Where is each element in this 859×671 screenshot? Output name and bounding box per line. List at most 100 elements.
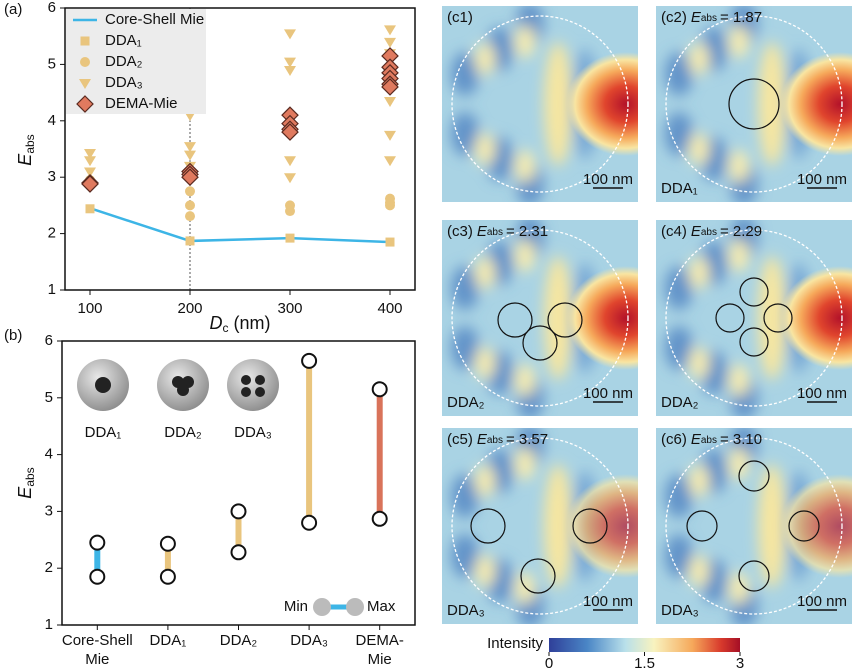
method-label: DDA₂ xyxy=(661,394,699,411)
core-outline xyxy=(738,560,770,592)
max-marker xyxy=(371,381,388,398)
panel-label: (c2) Eabs = 1.87 xyxy=(661,9,762,26)
symbol-sub: abs xyxy=(487,227,503,238)
square-marker xyxy=(385,237,395,247)
field-lobe xyxy=(515,364,535,396)
legend-label: DEMA-Mie xyxy=(105,95,178,112)
triangle-marker xyxy=(284,29,296,40)
series-line xyxy=(89,207,391,244)
y-tick-label: 4 xyxy=(48,112,56,129)
panel-id: (c5) xyxy=(447,431,473,448)
legend-label: DDA₂ xyxy=(105,53,143,70)
x-tick-label: 300 xyxy=(277,300,302,317)
x-tick-label: Mie xyxy=(85,651,109,668)
triangle-marker xyxy=(79,79,91,89)
min-marker xyxy=(230,544,247,561)
legend-label: DDA₁ xyxy=(105,32,142,49)
circle-marker xyxy=(185,200,195,211)
field-band xyxy=(451,266,479,310)
colorbar xyxy=(549,638,740,652)
field-lobe xyxy=(475,555,495,587)
field-lobe xyxy=(475,133,495,165)
value-text: = 3.57 xyxy=(506,431,548,448)
y-tick-label: 1 xyxy=(45,616,53,633)
symbol: E xyxy=(691,9,702,26)
core-outline xyxy=(728,78,780,130)
field-band xyxy=(665,266,693,310)
square-marker xyxy=(85,204,95,214)
field-band xyxy=(665,534,693,578)
field-arc xyxy=(544,256,572,380)
field-map xyxy=(442,428,638,624)
field-map xyxy=(656,220,852,416)
particle-core xyxy=(241,375,251,385)
field-map xyxy=(442,6,638,202)
field-lobe xyxy=(515,150,535,182)
inset-label: DDA₁ xyxy=(85,424,122,441)
shell-outline xyxy=(451,15,629,193)
axis-symbol: D xyxy=(210,313,223,333)
x-tick-label: DEMA- xyxy=(356,632,404,649)
panel-label: (c6) Eabs = 3.10 xyxy=(661,431,762,448)
diamond-marker xyxy=(76,95,94,113)
field-lobe xyxy=(689,555,709,587)
scale-label: 100 nm xyxy=(583,385,633,402)
legend-label: Min xyxy=(284,598,308,615)
hot-spot xyxy=(566,52,638,156)
square-marker xyxy=(185,236,195,246)
max-marker xyxy=(230,503,247,520)
value-text: = 1.87 xyxy=(720,9,762,26)
core-outline xyxy=(739,277,769,307)
colorbar-tick-label: 0 xyxy=(545,655,553,671)
min-marker xyxy=(371,510,388,527)
triangle-marker xyxy=(384,25,396,36)
field-lobe xyxy=(515,240,535,272)
panel-id: (c2) xyxy=(661,9,687,26)
y-tick-label: 3 xyxy=(48,168,56,185)
field-map xyxy=(656,6,852,202)
x-tick-label: DDA₂ xyxy=(220,632,258,649)
y-tick-label: 2 xyxy=(45,559,53,576)
field-band xyxy=(665,52,693,96)
particle-sphere xyxy=(227,359,279,411)
symbol: E xyxy=(477,223,488,240)
field-band xyxy=(451,112,479,156)
field-band xyxy=(451,326,479,370)
field-lobe xyxy=(729,240,749,272)
symbol-sub: abs xyxy=(701,13,717,24)
circle-marker xyxy=(185,211,195,222)
panel-label: (b) xyxy=(4,327,22,344)
shell-outline xyxy=(665,229,843,407)
inset-label: DDA₂ xyxy=(164,424,202,441)
core-outline xyxy=(738,460,770,492)
field-lobe xyxy=(689,43,709,75)
diamond-marker xyxy=(281,123,299,141)
axis-subscript: c xyxy=(223,321,229,335)
field-lobe xyxy=(515,448,535,480)
hot-spot xyxy=(780,266,852,370)
min-marker xyxy=(159,568,176,585)
value-text: = 2.29 xyxy=(720,223,762,240)
colorbar-label: Intensity xyxy=(487,635,543,652)
shell-outline xyxy=(665,437,843,615)
legend-marker xyxy=(346,598,364,616)
panel-id: (c3) xyxy=(447,223,473,240)
hot-spot xyxy=(566,474,638,578)
triangle-marker xyxy=(84,148,96,159)
symbol: E xyxy=(691,431,702,448)
x-tick-label: 400 xyxy=(377,300,402,317)
field-lobe xyxy=(729,364,749,396)
triangle-marker xyxy=(84,167,96,178)
circle-marker xyxy=(285,200,295,211)
x-tick-label: DDA₁ xyxy=(150,632,187,649)
core-outline xyxy=(739,327,769,357)
y-tick-label: 6 xyxy=(45,332,53,349)
scale-label: 100 nm xyxy=(797,385,847,402)
colorbar-tick-label: 1.5 xyxy=(634,655,655,671)
field-arc xyxy=(758,42,786,166)
core-outline xyxy=(522,325,558,361)
panel-label: (c4) Eabs = 2.29 xyxy=(661,223,762,240)
field-band xyxy=(451,474,479,518)
axis-symbol: E xyxy=(15,153,35,166)
